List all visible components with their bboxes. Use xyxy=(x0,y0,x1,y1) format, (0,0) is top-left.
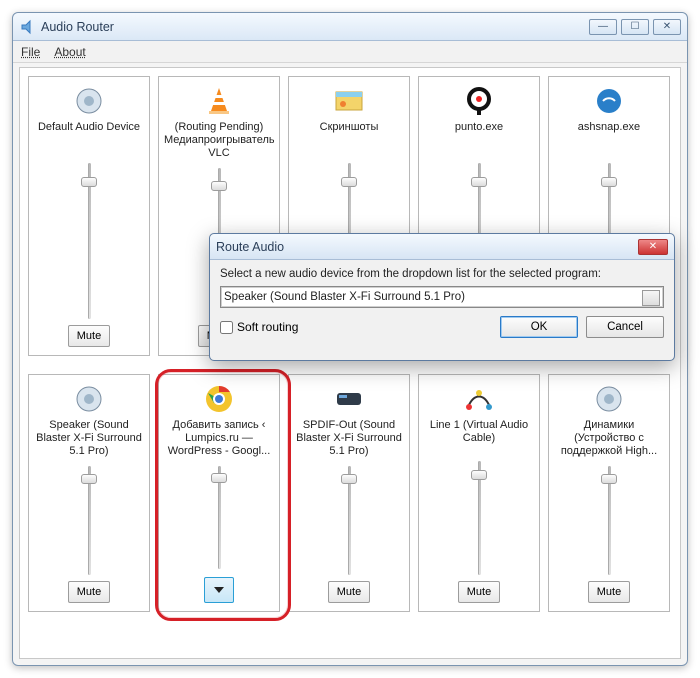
device-label: punto.exe xyxy=(455,121,503,155)
volume-slider[interactable] xyxy=(469,461,489,575)
device-label: ashsnap.exe xyxy=(578,121,640,155)
titlebar[interactable]: Audio Router — ☐ ✕ xyxy=(13,13,687,41)
volume-slider[interactable] xyxy=(79,466,99,575)
device-label: Speaker (Sound Blaster X-Fi Surround 5.1… xyxy=(34,419,144,458)
device-label: Добавить запись ‹ Lumpics.ru — WordPress… xyxy=(164,419,274,458)
soft-routing-input[interactable] xyxy=(220,321,233,334)
mute-button[interactable]: Mute xyxy=(68,325,110,347)
device-label: Скриншоты xyxy=(320,121,379,155)
soundcard-icon xyxy=(333,383,365,415)
chevron-down-icon xyxy=(647,295,655,304)
volume-slider[interactable] xyxy=(209,466,229,569)
device-label: (Routing Pending) Медиапроигрыватель VLC xyxy=(164,121,274,160)
close-button[interactable]: ✕ xyxy=(653,19,681,35)
dialog-titlebar[interactable]: Route Audio ✕ xyxy=(210,234,674,260)
maximize-button[interactable]: ☐ xyxy=(621,19,649,35)
chrome-icon xyxy=(203,383,235,415)
dialog-close-button[interactable]: ✕ xyxy=(638,239,668,255)
menu-about[interactable]: About xyxy=(54,45,85,59)
speaker-icon xyxy=(593,383,625,415)
dialog-title: Route Audio xyxy=(216,240,638,254)
screenshots-icon xyxy=(333,85,365,117)
device-tile[interactable]: SPDIF-Out (Sound Blaster X-Fi Surround 5… xyxy=(288,374,410,612)
mute-button[interactable]: Mute xyxy=(588,581,630,603)
vlc-icon xyxy=(203,85,235,117)
route-dropdown-button[interactable] xyxy=(204,577,234,603)
volume-slider[interactable] xyxy=(599,466,619,575)
mute-button[interactable]: Mute xyxy=(458,581,500,603)
ok-button[interactable]: OK xyxy=(500,316,578,338)
device-tile[interactable]: Default Audio Device Mute xyxy=(28,76,150,356)
speaker-icon xyxy=(73,383,105,415)
cancel-button[interactable]: Cancel xyxy=(586,316,664,338)
menubar: File About xyxy=(13,41,687,63)
client-area: Default Audio Device Mute (Routing Pendi… xyxy=(19,67,681,659)
ashsnap-icon xyxy=(593,85,625,117)
device-label: Line 1 (Virtual Audio Cable) xyxy=(424,419,534,453)
device-tile[interactable]: Добавить запись ‹ Lumpics.ru — WordPress… xyxy=(158,374,280,612)
device-tile[interactable]: Line 1 (Virtual Audio Cable) Mute xyxy=(418,374,540,612)
soft-routing-checkbox[interactable]: Soft routing xyxy=(220,320,492,334)
device-tile[interactable]: Speaker (Sound Blaster X-Fi Surround 5.1… xyxy=(28,374,150,612)
speaker-icon xyxy=(73,85,105,117)
device-select-value: Speaker (Sound Blaster X-Fi Surround 5.1… xyxy=(224,291,465,303)
device-label: Default Audio Device xyxy=(38,121,140,155)
menu-file[interactable]: File xyxy=(21,45,40,59)
device-label: Динамики (Устройство с поддержкой High..… xyxy=(554,419,664,458)
punto-icon xyxy=(463,85,495,117)
mute-button[interactable]: Mute xyxy=(68,581,110,603)
minimize-button[interactable]: — xyxy=(589,19,617,35)
device-row-bottom: Speaker (Sound Blaster X-Fi Surround 5.1… xyxy=(20,358,680,614)
cable-icon xyxy=(463,383,495,415)
main-window: Audio Router — ☐ ✕ File About Default Au… xyxy=(12,12,688,666)
soft-routing-label: Soft routing xyxy=(237,320,298,334)
volume-slider[interactable] xyxy=(339,466,359,575)
device-tile[interactable]: Динамики (Устройство с поддержкой High..… xyxy=(548,374,670,612)
app-icon xyxy=(19,19,35,35)
window-title: Audio Router xyxy=(41,20,589,34)
dialog-prompt: Select a new audio device from the dropd… xyxy=(220,268,664,280)
device-label: SPDIF-Out (Sound Blaster X-Fi Surround 5… xyxy=(294,419,404,458)
route-audio-dialog: Route Audio ✕ Select a new audio device … xyxy=(209,233,675,361)
mute-button[interactable]: Mute xyxy=(328,581,370,603)
device-select[interactable]: Speaker (Sound Blaster X-Fi Surround 5.1… xyxy=(220,286,664,308)
volume-slider[interactable] xyxy=(79,163,99,319)
